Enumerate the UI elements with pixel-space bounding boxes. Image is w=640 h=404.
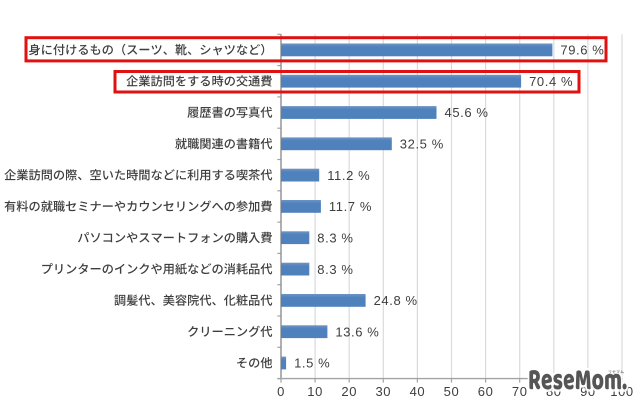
svg-text:50: 50 [444, 384, 460, 399]
svg-text:1.5 %: 1.5 % [294, 356, 330, 371]
svg-text:8.3 %: 8.3 % [317, 262, 353, 277]
svg-text:11.2 %: 11.2 % [327, 168, 370, 183]
svg-text:11.7 %: 11.7 % [329, 199, 372, 214]
svg-text:32.5 %: 32.5 % [400, 137, 444, 152]
svg-text:79.6 %: 79.6 % [560, 43, 604, 58]
svg-text:70.4 %: 70.4 % [529, 74, 573, 89]
svg-text:70: 70 [512, 384, 528, 399]
svg-text:8.3 %: 8.3 % [317, 230, 353, 245]
svg-text:40: 40 [410, 384, 426, 399]
svg-text:13.6 %: 13.6 % [335, 324, 379, 339]
svg-text:60: 60 [478, 384, 494, 399]
svg-text:10: 10 [307, 384, 323, 399]
svg-text:45.6 %: 45.6 % [445, 105, 489, 120]
svg-text:20: 20 [341, 384, 357, 399]
svg-text:30: 30 [375, 384, 391, 399]
svg-text:24.8 %: 24.8 % [374, 293, 418, 308]
svg-text:0: 0 [277, 384, 285, 399]
